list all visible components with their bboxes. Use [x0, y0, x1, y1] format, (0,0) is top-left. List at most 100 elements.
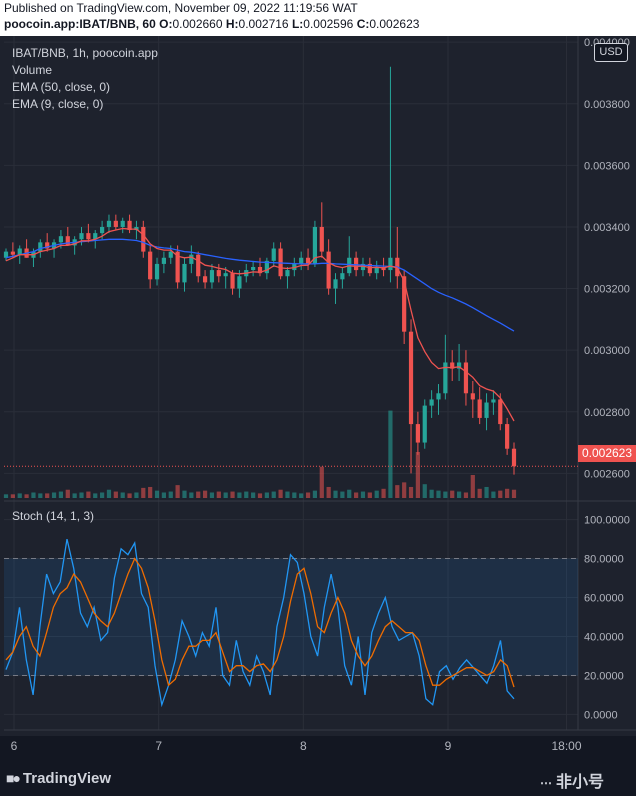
volume-bar [484, 486, 489, 498]
candle-body [326, 251, 331, 289]
volume-bar [196, 491, 201, 498]
volume-bar [422, 484, 427, 498]
volume-bar [388, 410, 393, 498]
candle-body [182, 263, 187, 283]
candle-body [333, 279, 338, 289]
stoch-pane [4, 538, 578, 708]
y-tick-label: 0.002800 [584, 407, 630, 419]
candlesticks [3, 66, 517, 475]
candle-body [175, 251, 180, 283]
candle-body [79, 233, 84, 240]
volume-bar [299, 493, 304, 498]
volume-bar [45, 493, 50, 498]
volume-bar [134, 492, 139, 498]
candle-body [511, 448, 517, 467]
volume-bar [436, 490, 441, 498]
volume-bar [244, 491, 249, 498]
volume-bar [511, 489, 517, 498]
ema9-legend: EMA (9, close, 0) [12, 97, 104, 111]
volume-bar [10, 494, 15, 498]
volume-bar [120, 492, 125, 498]
stoch-tick-label: 100.0000 [584, 515, 630, 527]
candle-body [470, 393, 475, 400]
chart-canvas[interactable]: 678918:000.0040000.0038000.0036000.00340… [0, 36, 636, 762]
candle-body [86, 233, 91, 240]
volume-bar [154, 490, 160, 498]
stoch-tick-label: 0.0000 [584, 709, 618, 721]
stoch-tick-label: 40.0000 [584, 631, 624, 643]
volume-bar [113, 491, 118, 498]
candle-body [196, 254, 201, 277]
volume-bar [38, 493, 43, 498]
candle-body [120, 220, 125, 227]
volume-bar [51, 492, 57, 498]
candle-body [285, 270, 290, 277]
candle-body [168, 251, 173, 258]
volume-bar [443, 491, 448, 498]
volume-bar [175, 485, 180, 498]
y-tick-label: 0.002600 [584, 468, 630, 480]
candle-body [93, 233, 98, 240]
candle-body [305, 257, 311, 264]
tradingview-logo[interactable]: ■● TradingView [6, 770, 111, 787]
volume-bar [24, 494, 29, 498]
volume-bar [202, 490, 208, 498]
chart-title: IBAT/BNB, 1h, poocoin.app [12, 46, 158, 60]
candle-body [10, 251, 15, 255]
candle-body [374, 267, 379, 274]
stoch-tick-label: 80.0000 [584, 554, 624, 566]
candle-body [388, 257, 393, 271]
volume-bar [491, 491, 496, 498]
currency-button[interactable]: USD [594, 43, 628, 62]
candle-body [58, 236, 64, 243]
volume-bar [360, 491, 366, 498]
x-tick-label: 9 [445, 739, 452, 753]
symbol-ohlc-line: poocoin.app:IBAT/BNB, 60 O:0.002660 H:0.… [4, 17, 419, 31]
candle-body [230, 273, 235, 289]
volume-bar [93, 493, 98, 498]
volume-bar [65, 489, 70, 498]
volume-bar [257, 493, 263, 498]
stoch-k-line [5, 538, 515, 708]
volume-bar [354, 492, 359, 498]
volume-legend: Volume [12, 63, 53, 77]
volume-bar [305, 492, 311, 498]
x-tick-label: 8 [300, 739, 307, 753]
volume-bar [505, 488, 510, 498]
indicator-lines [4, 227, 578, 467]
volume-bar [86, 491, 91, 498]
candle-body [408, 331, 414, 425]
candle-body [340, 273, 345, 280]
x-tick-label: 7 [155, 739, 162, 753]
volume-bar [72, 493, 77, 498]
published-info: Published on TradingView.com, November 0… [4, 1, 358, 15]
volume-bar [168, 491, 173, 498]
volume-bar [223, 492, 228, 498]
candle-body [429, 399, 434, 406]
volume-bar [285, 491, 290, 498]
candle-body [189, 254, 194, 264]
volume-bar [148, 486, 153, 498]
x-tick-label: 6 [11, 739, 18, 753]
candle-body [3, 251, 9, 258]
candle-body [450, 362, 455, 369]
low-value: 0.002596 [303, 17, 354, 31]
volume-bar [312, 490, 318, 498]
volume-bar [402, 482, 407, 498]
footer-bar: ■● TradingView ⋯ 非小号 [0, 762, 636, 796]
stoch-legend: Stoch (14, 1, 3) [12, 509, 95, 523]
volume-bar [415, 452, 420, 498]
volume-bar [58, 491, 64, 498]
candle-body [17, 248, 22, 255]
candle-body [367, 263, 372, 274]
volume-bar [456, 491, 462, 498]
volume-bar [408, 486, 414, 498]
candle-body [141, 226, 146, 252]
volume-bar [319, 466, 324, 498]
candle-body [264, 260, 269, 274]
candle-body [216, 270, 221, 277]
y-tick-label: 0.003800 [584, 99, 630, 111]
candle-body [161, 257, 166, 264]
candle-body [100, 226, 105, 234]
candle-body [477, 399, 482, 418]
